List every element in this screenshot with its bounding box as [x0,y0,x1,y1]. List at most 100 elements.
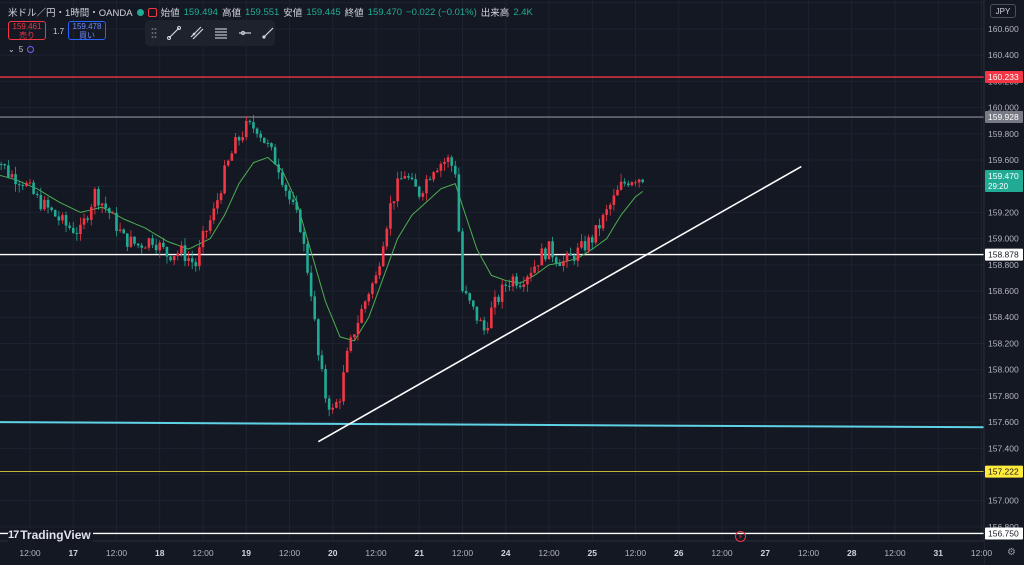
time-tick-label: 21 [415,548,425,558]
time-tick-label: 12:00 [279,548,301,558]
candle-body [97,189,100,206]
candle-body [414,179,417,187]
candle-body [435,170,439,173]
price-tick-label: 157.000 [988,496,1019,506]
candle-body [93,189,97,208]
candle-body [46,199,50,208]
event-flash-icon[interactable]: ⚡ [735,531,746,542]
price-tick-label: 158.400 [988,312,1019,322]
candle-body [338,401,342,403]
candle-body [50,207,53,211]
price-tick-label: 159.200 [988,207,1019,217]
price-label-bg [985,527,1023,540]
time-axis-bg [0,542,984,565]
candle-body [605,209,608,215]
candle-body [399,178,403,180]
buy-label: 買い [79,30,95,40]
time-tick-label: 12:00 [971,548,993,558]
candle-body [0,164,3,166]
candle-body [493,296,497,308]
candle-body [569,253,572,256]
candle-body [461,231,464,292]
candle-body [580,241,583,248]
candle-body [244,120,248,138]
time-tick-label: 19 [242,548,252,558]
candle-body [619,181,623,190]
candle-body [428,179,432,181]
alert-icon[interactable] [147,7,157,17]
moving-average [0,156,643,342]
candle-body [223,165,226,194]
time-axis[interactable]: 12:00 17 12:00 18 12:00 19 12:00 20 12:00 21 12:00… [0,540,993,565]
gear-icon[interactable]: ⚙ [1007,547,1016,558]
close-label: 終値 [344,8,364,19]
candle-body [201,230,205,248]
candle-body [378,266,381,276]
time-tick-label: 20 [328,548,338,558]
time-tick-label: 28 [847,548,857,558]
price-label: 159.928 [988,112,1019,122]
candle-body [342,372,345,402]
high-label: 高値 [221,8,241,19]
candle-body [126,233,129,247]
currency-selector[interactable]: JPY [990,4,1016,18]
candle-body [479,320,482,322]
price-tick-label: 157.400 [988,443,1019,453]
candle-body [572,255,576,261]
candle-body [122,229,126,234]
ray-tool-icon[interactable] [190,26,204,40]
candle-body [226,160,230,166]
price-tick-label: 160.000 [988,103,1019,113]
candle-body [594,224,598,243]
time-tick-label: 12:00 [711,548,733,558]
tradingview-logo: 17 TradingView [8,528,93,542]
candle-body [565,253,569,262]
price-axis[interactable]: 160.600160.400160.200160.000159.800159.6… [983,0,1024,565]
time-tick-label: 12:00 [452,548,474,558]
horizontal-line-tool-icon[interactable] [238,26,252,40]
candle-body [216,200,219,209]
candle-body [136,243,140,246]
buy-button[interactable]: 159.478 買い [68,21,106,40]
horizontal-lines [0,76,984,535]
indicator-row[interactable]: ⌄ 5 [8,45,35,54]
drag-handle-icon[interactable] [151,26,157,40]
candle-body [259,133,262,138]
candle-body [508,285,511,287]
time-tick-label: 25 [588,548,598,558]
candle-body [371,283,374,295]
time-tick-label: 18 [155,548,165,558]
candle-body [198,247,201,267]
candle-body [320,355,324,369]
low-value: 159.445 [306,6,341,18]
volume-value: 2.4K [513,6,533,18]
candle-body [598,224,601,229]
price-label: 158.878 [988,250,1019,260]
chevron-down-icon[interactable]: ⌄ [8,45,15,54]
close-value: 159.470 [367,6,403,18]
price-tick-label: 159.000 [988,234,1019,244]
last-price-label: 159.470 [988,171,1019,181]
price-tick-label: 159.800 [988,129,1019,139]
fib-tool-icon[interactable] [214,26,228,40]
trendline-tool-icon[interactable] [166,26,181,40]
candle-body [25,182,28,186]
trendline [0,421,989,429]
candle-body [616,189,619,196]
candle-body [511,276,515,287]
candle-body [468,293,472,301]
symbol-title[interactable]: 米ドル／円・1時間・OANDA [8,8,133,19]
sell-button[interactable]: 159.461 売り [8,21,46,40]
candle-body [3,164,7,166]
brush-tool-icon[interactable] [261,26,275,40]
candle-body [14,174,17,185]
price-tick-label: 160.400 [988,50,1019,60]
candle-body [219,193,223,201]
candle-body [392,201,396,204]
candle-body [547,241,551,260]
candle-body [353,334,356,338]
price-tick-label: 159.600 [988,155,1019,165]
candle-body [35,193,39,196]
indicator-icon[interactable] [27,46,35,53]
